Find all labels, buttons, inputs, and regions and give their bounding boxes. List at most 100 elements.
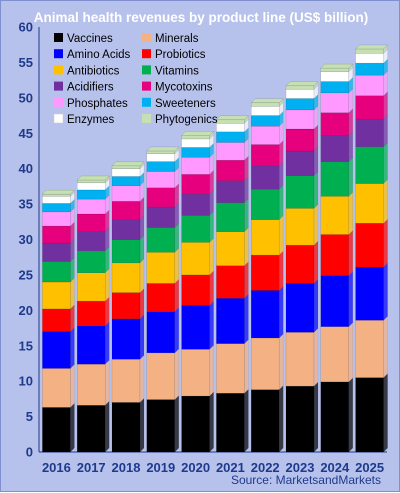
bar-side-enzymes [244, 118, 249, 133]
bar-segment-phosphates [250, 125, 280, 145]
bar-segment-phosphates [355, 74, 384, 96]
bar-side-acidifiers [174, 202, 179, 228]
bar-segment-enzymes [146, 153, 176, 162]
x-tick-label: 2019 [146, 460, 175, 475]
bar-segment-mycotoxins [181, 174, 210, 195]
legend-label: Enzymes [67, 114, 115, 126]
bar-side-vitamins [105, 246, 110, 274]
bar-segment-acidifiers [181, 193, 210, 216]
x-tick-label: 2020 [181, 460, 210, 475]
x-tick-label: 2018 [112, 460, 141, 475]
legend-item-phosphates: Phosphates [54, 97, 128, 110]
bar-segment-mycotoxins [42, 225, 71, 244]
bar-segment-probiotics [181, 274, 210, 306]
bar-segment-sweeteners [250, 115, 280, 127]
bar-side-mycotoxins [348, 108, 353, 136]
bar-segment-probiotics [42, 308, 71, 332]
bar-side-mycotoxins [313, 124, 319, 152]
bar-segment-amino-acids [111, 318, 141, 360]
bar-segment-enzymes [111, 168, 141, 177]
legend-item-probiotics: Probiotics [142, 49, 206, 61]
bar-side-vaccines [244, 388, 249, 453]
bar-segment-acidifiers [42, 242, 71, 262]
bar-segment-sweeteners [42, 203, 71, 213]
bar-segment-vitamins [42, 261, 71, 283]
y-tick-label: 20 [19, 303, 33, 318]
bar-side-probiotics [383, 218, 388, 268]
bar-segment-phytogenics [355, 48, 384, 54]
legend-label: Vitamins [155, 65, 199, 77]
bar-side-antibiotics [348, 191, 353, 235]
legend-item-sweeteners: Sweeteners [142, 97, 216, 110]
bar-segment-mycotoxins [355, 95, 384, 120]
bar-side-probiotics [139, 288, 145, 320]
bar-side-mycotoxins [244, 155, 249, 182]
y-tick-label: 0 [26, 445, 33, 460]
bar-side-amino-acids [348, 271, 353, 327]
bar-segment-vaccines [355, 377, 384, 453]
bar-segment-antibiotics [250, 219, 280, 256]
bar-side-minerals [244, 339, 249, 394]
bar-segment-minerals [320, 326, 349, 383]
bar-segment-vaccines [320, 381, 349, 453]
legend-item-antibiotics: Antibiotics [54, 65, 120, 77]
legend-swatch [142, 97, 151, 107]
bar-side-minerals [105, 359, 110, 406]
bar-side-phytogenics [244, 115, 249, 124]
bar-segment-vitamins [181, 215, 210, 243]
bar-segment-mycotoxins [320, 112, 349, 136]
y-tick-label: 40 [19, 161, 33, 176]
bars: 2016 2017 2018 2019 2020 2021 2022 2023 2024 2025 [41, 44, 389, 475]
bar-side-minerals [313, 327, 319, 387]
bar-side-amino-acids [383, 262, 388, 321]
bar-segment-mycotoxins [76, 213, 106, 232]
bar-side-antibiotics [139, 258, 145, 293]
bar-segment-probiotics [146, 283, 176, 312]
bar-segment-antibiotics [42, 281, 71, 310]
bar-side-acidifiers [383, 114, 388, 148]
legend-label: Vaccines [67, 33, 113, 45]
x-tick-label: 2016 [42, 460, 71, 475]
bar-segment-phytogenics [146, 150, 176, 154]
bar-top-face [41, 189, 75, 195]
legend-swatch [53, 113, 64, 124]
bar-side-amino-acids [209, 301, 214, 350]
bar-side-probiotics [244, 261, 249, 299]
bar-side-antibiotics [174, 247, 179, 284]
bar-segment-acidifiers [250, 165, 280, 190]
legend-swatch [54, 97, 63, 107]
bar-stack-2017: 2017 [76, 175, 110, 475]
legend-item-acidifiers: Acidifiers [54, 81, 114, 94]
bar-stack-2022: 2022 [250, 98, 284, 475]
bar-side-vitamins [313, 171, 319, 209]
bar-segment-probiotics [216, 265, 245, 299]
bar-segment-antibiotics [320, 196, 349, 235]
x-tick-label: 2024 [320, 460, 350, 475]
bar-side-acidifiers [279, 161, 284, 190]
bar-segment-vaccines [111, 402, 141, 453]
bar-segment-phosphates [181, 157, 210, 175]
bar-segment-sweeteners [76, 189, 106, 200]
bar-segment-antibiotics [181, 242, 210, 276]
legend-swatch [142, 49, 151, 59]
bar-segment-mycotoxins [250, 144, 280, 167]
bar-side-probiotics [279, 250, 284, 291]
bar-segment-minerals [250, 337, 280, 390]
legend-label: Probiotics [155, 49, 206, 61]
legend-label: Phytogenics [155, 114, 218, 126]
bar-top-face [250, 98, 284, 103]
legend-item-vitamins: Vitamins [142, 65, 199, 77]
bar-segment-vitamins [355, 146, 384, 184]
bar-segment-minerals [181, 349, 210, 397]
bar-segment-phosphates [111, 185, 141, 202]
bar-segment-phytogenics [216, 119, 245, 124]
bar-side-minerals [70, 364, 75, 408]
legend-swatch [54, 65, 63, 75]
x-tick-label: 2022 [251, 460, 280, 475]
bar-side-probiotics [70, 304, 75, 332]
y-tick-label: 30 [19, 232, 33, 247]
bar-side-probiotics [313, 240, 319, 284]
bar-side-vitamins [244, 198, 249, 233]
bar-segment-antibiotics [216, 231, 245, 266]
